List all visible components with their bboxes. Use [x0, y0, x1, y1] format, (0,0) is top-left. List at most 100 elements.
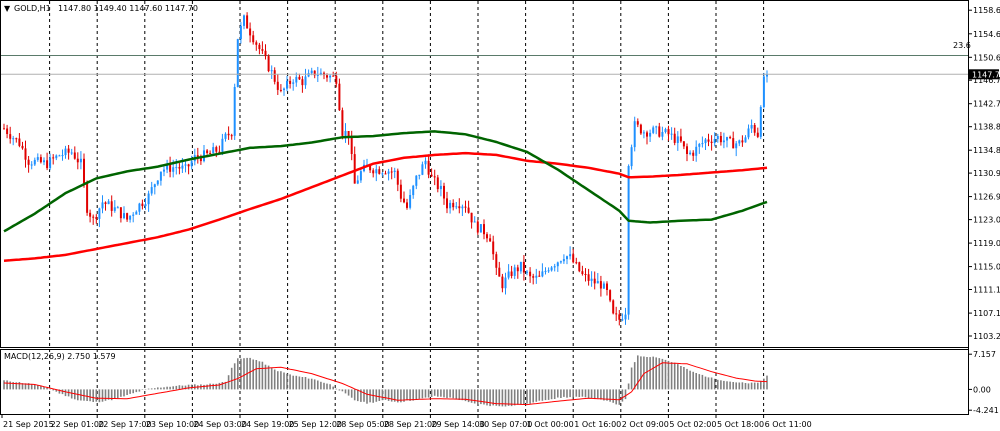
candle-body: [246, 15, 249, 29]
candle-body: [719, 136, 722, 143]
candle-body: [83, 158, 85, 184]
candle-body: [458, 206, 461, 209]
candle-body: [476, 221, 479, 233]
candle-body: [461, 206, 464, 209]
candle-body: [92, 216, 95, 218]
chart-menu-icon[interactable]: ▼: [4, 4, 11, 13]
candle-body: [455, 206, 458, 208]
price-tick-label: 1123.00: [973, 216, 1000, 225]
candle-body: [562, 259, 565, 262]
candle-body: [116, 207, 119, 209]
candle-body: [698, 144, 701, 147]
candle-body: [547, 270, 550, 272]
time-tick-label: 1 Oct 00:00: [527, 420, 574, 429]
candle-body: [27, 159, 30, 165]
candle-body: [9, 134, 12, 139]
candle-body: [206, 150, 209, 153]
candle-body: [639, 124, 642, 134]
macd-label: MACD(12,26,9) 2.750 1.579: [4, 352, 116, 361]
candle-body: [196, 155, 199, 158]
candle-body: [252, 35, 255, 43]
candle-body: [519, 261, 522, 272]
candle-body: [686, 146, 688, 154]
candle-body: [221, 138, 224, 152]
candle-body: [602, 283, 605, 289]
price-tick-label: 1107.10: [973, 309, 1000, 318]
candle-body: [649, 132, 652, 137]
candle-body: [138, 203, 141, 212]
candle-body: [64, 148, 67, 156]
candle-body: [559, 261, 562, 263]
price-tick-label: 1103.20: [973, 332, 1000, 341]
candle-body: [590, 278, 593, 281]
candle-body: [642, 132, 645, 134]
time-tick-label: 5 Oct 18:00: [717, 420, 764, 429]
candle-body: [526, 271, 528, 273]
candle-body: [553, 266, 556, 268]
candle-body: [406, 202, 408, 208]
candle-body: [21, 145, 24, 149]
candle-body: [172, 167, 175, 172]
candle-body: [556, 262, 559, 267]
time-tick-label: 28 Sep 21:00: [384, 420, 437, 429]
candle-body: [61, 155, 64, 157]
candle-body: [239, 25, 242, 40]
time-tick-label: 30 Sep 07:00: [479, 420, 532, 429]
price-tick-label: 1130.90: [973, 169, 1000, 178]
candle-body: [504, 277, 507, 289]
time-tick-label: 24 Sep 03:00: [193, 420, 246, 429]
candle-body: [679, 136, 682, 142]
candle-body: [332, 75, 335, 77]
candle-body: [209, 153, 212, 154]
candle-body: [483, 224, 485, 235]
candle-body: [33, 159, 36, 165]
candle-body: [599, 281, 602, 289]
price-tick-label: 1119.00: [973, 239, 1000, 248]
time-tick-label: 22 Sep 17:00: [98, 420, 151, 429]
macd-signal-line: [3, 362, 768, 406]
candle-body: [473, 221, 476, 223]
candle-body: [578, 262, 581, 272]
candle-body: [467, 207, 470, 213]
candle-body: [538, 275, 541, 277]
candle-body: [292, 82, 295, 84]
candle-body: [550, 267, 553, 271]
candle-body: [624, 314, 627, 320]
candle-body: [759, 107, 762, 137]
candle-body: [575, 262, 578, 264]
candle-body: [738, 140, 741, 144]
candle-body: [529, 271, 532, 277]
candle-body: [566, 256, 568, 260]
candle-body: [572, 254, 575, 263]
candle-body: [55, 155, 58, 159]
candle-body: [230, 135, 233, 137]
candle-body: [621, 319, 624, 321]
candle-body: [387, 171, 390, 174]
price-tick-label: 1126.90: [973, 193, 1000, 202]
candle-body: [283, 88, 285, 91]
candle-body: [381, 173, 384, 175]
candle-body: [184, 164, 187, 166]
ma-fast-line: [3, 130, 768, 233]
candle-body: [753, 125, 756, 133]
candle-body: [86, 183, 89, 213]
time-tick-label: 28 Sep 05:00: [336, 420, 389, 429]
candle-body: [532, 276, 535, 278]
candle-body: [304, 76, 307, 86]
candle-body: [249, 28, 252, 36]
candle-body: [49, 157, 52, 169]
fib-level: 23.6: [1, 41, 971, 56]
candle-body: [384, 173, 387, 175]
candle-body: [276, 81, 279, 90]
candle-body: [356, 180, 359, 184]
candle-body: [70, 152, 73, 154]
candle-body: [338, 83, 341, 111]
candle-body: [233, 87, 236, 136]
candle-body: [667, 129, 670, 135]
candle-body: [766, 74, 768, 77]
candle-body: [316, 74, 319, 76]
candle-body: [187, 164, 190, 167]
time-tick-label: 6 Oct 11:00: [765, 420, 812, 429]
